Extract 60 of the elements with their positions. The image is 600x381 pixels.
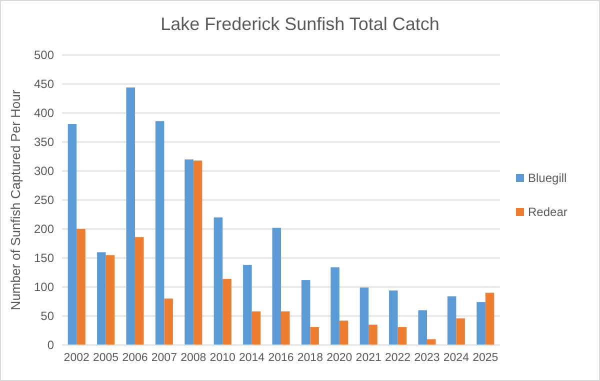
y-tick-label: 0 <box>47 338 54 352</box>
x-tick-label: 2008 <box>180 352 206 364</box>
bar <box>97 252 106 345</box>
bar <box>310 327 319 345</box>
y-tick-label: 300 <box>34 164 54 178</box>
bar <box>155 121 164 345</box>
x-tick-label: 2024 <box>443 352 470 364</box>
bar <box>301 280 310 345</box>
bar <box>272 228 281 345</box>
x-tick-label: 2025 <box>472 352 498 364</box>
x-tick-label: 2021 <box>356 352 382 364</box>
bar <box>389 290 398 345</box>
bar <box>456 318 465 345</box>
x-tick-label: 2002 <box>64 352 90 364</box>
bar <box>485 292 494 345</box>
bar <box>398 327 407 345</box>
x-tick-label: 2022 <box>385 352 411 364</box>
y-tick-label: 350 <box>34 135 54 150</box>
y-tick-label: 500 <box>34 48 54 62</box>
bar <box>68 124 77 345</box>
bar <box>281 311 290 345</box>
y-tick-label: 450 <box>34 77 54 92</box>
bar <box>330 267 340 345</box>
y-tick-label: 200 <box>34 222 54 236</box>
bar <box>193 160 202 345</box>
bar <box>106 255 115 345</box>
y-tick-label: 400 <box>34 106 54 120</box>
legend-label: Redear <box>528 205 568 220</box>
bar <box>447 296 456 345</box>
x-tick-label: 2007 <box>151 352 177 364</box>
x-tick-label: 2020 <box>326 352 352 364</box>
chart-title: Lake Frederick Sunfish Total Catch <box>160 14 440 34</box>
x-tick-label: 2023 <box>414 352 440 364</box>
bar <box>368 324 378 345</box>
x-tick-label: 2018 <box>297 352 323 364</box>
bar <box>339 320 348 345</box>
y-axis-title: Number of Sunfish Captured Per Hour <box>8 89 23 310</box>
bar <box>222 278 232 345</box>
bar <box>476 302 486 345</box>
bar <box>427 339 436 345</box>
bar <box>418 310 427 345</box>
x-tick-label: 2014 <box>239 352 266 364</box>
bar <box>214 217 223 345</box>
y-tick-label: 150 <box>34 251 54 266</box>
y-tick-label: 100 <box>34 280 54 294</box>
bar <box>184 159 194 345</box>
bar <box>135 237 144 345</box>
x-tick-label: 2005 <box>93 352 119 364</box>
bar <box>164 298 173 345</box>
bar <box>252 311 261 345</box>
x-tick-label: 2006 <box>122 352 148 364</box>
x-tick-label: 2016 <box>268 352 294 364</box>
bar <box>360 288 369 345</box>
y-tick-label: 250 <box>34 193 54 208</box>
bar <box>76 229 86 345</box>
y-tick-label: 50 <box>40 309 54 324</box>
bar <box>126 87 135 345</box>
legend-label: Bluegill <box>528 171 567 186</box>
bar <box>243 264 252 345</box>
x-tick-label: 2010 <box>210 352 236 364</box>
